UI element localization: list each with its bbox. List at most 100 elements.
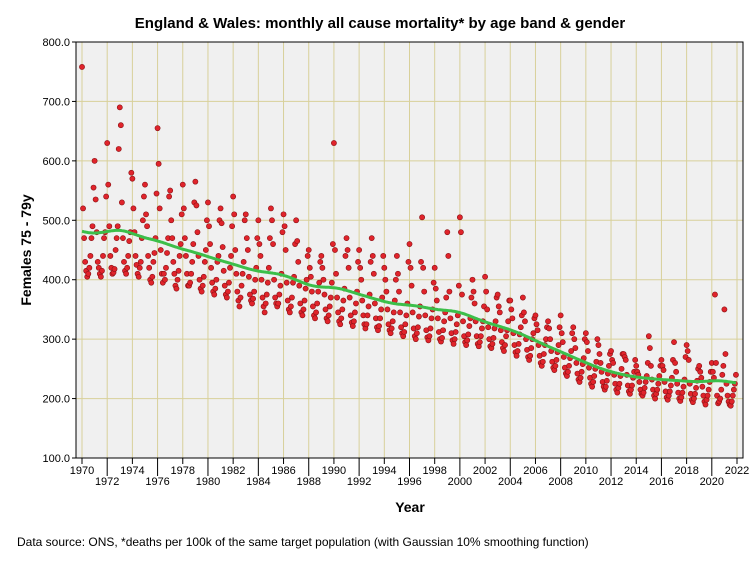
data-point (281, 223, 288, 230)
data-point (154, 125, 161, 132)
data-point (126, 238, 133, 244)
data-point (150, 258, 157, 265)
data-point (286, 309, 293, 316)
x-tick-label: 2006 (523, 465, 547, 477)
data-point (483, 288, 490, 295)
data-point (367, 258, 374, 265)
chart-title: England & Wales: monthly all cause morta… (135, 15, 626, 32)
data-point (270, 241, 276, 247)
data-point (709, 368, 716, 375)
data-point (559, 339, 566, 346)
y-tick-label: 300.0 (42, 334, 70, 346)
data-point (280, 211, 287, 218)
data-point (124, 264, 131, 271)
data-point (307, 273, 314, 280)
data-point (284, 297, 291, 304)
data-point (371, 300, 378, 307)
data-point (129, 175, 136, 182)
data-point (426, 333, 433, 340)
data-point (205, 199, 211, 206)
data-point (383, 288, 390, 295)
data-point (434, 315, 441, 322)
data-point (314, 300, 321, 307)
data-point (175, 267, 182, 274)
data-point (539, 358, 546, 365)
data-point (226, 279, 232, 286)
x-tick-label: 2012 (599, 476, 623, 488)
data-point (266, 235, 273, 242)
data-point (640, 389, 647, 396)
data-point (660, 367, 667, 373)
data-point (401, 329, 408, 335)
data-point (528, 345, 535, 351)
data-point (316, 279, 323, 286)
data-point (352, 309, 358, 316)
data-point (403, 312, 410, 319)
x-tick-label: 1974 (120, 465, 144, 477)
data-point (85, 270, 92, 277)
x-tick-label: 1984 (246, 476, 270, 488)
data-point (324, 318, 331, 325)
data-point (259, 294, 266, 301)
data-point (381, 264, 388, 271)
data-point (178, 211, 185, 218)
data-point (433, 297, 440, 304)
data-point (301, 297, 308, 304)
data-point (713, 360, 719, 366)
data-point (209, 279, 216, 286)
data-point (132, 253, 139, 259)
data-point (232, 247, 239, 253)
data-point (407, 264, 414, 271)
data-point (451, 336, 458, 343)
data-point (174, 276, 181, 283)
data-point (179, 181, 186, 188)
data-point (540, 351, 547, 357)
data-point (720, 362, 727, 369)
data-point (648, 362, 654, 369)
x-tick-label: 1996 (397, 476, 421, 488)
data-point (198, 288, 205, 295)
data-point (717, 395, 724, 402)
data-point (712, 291, 718, 298)
data-point (250, 295, 256, 302)
x-axis-ticks: 1970197219741976197819801982198419861988… (70, 458, 749, 488)
data-point (128, 169, 135, 176)
data-point (439, 335, 445, 341)
data-point (331, 140, 337, 146)
data-point (445, 253, 452, 259)
data-point (476, 339, 483, 346)
x-tick-label: 2008 (548, 476, 572, 488)
data-point (282, 247, 289, 253)
data-point (194, 229, 201, 236)
data-point (263, 291, 270, 298)
data-point (427, 325, 434, 332)
data-point (680, 383, 687, 390)
data-point (313, 309, 319, 316)
data-point (105, 181, 112, 188)
data-point (219, 244, 226, 250)
x-tick-label: 2000 (448, 476, 472, 488)
data-point (91, 157, 98, 164)
data-point (685, 357, 692, 363)
data-point (724, 392, 731, 399)
data-point (459, 291, 465, 298)
data-point (256, 241, 263, 247)
data-point (654, 386, 661, 393)
y-tick-label: 600.0 (42, 156, 70, 168)
data-point (217, 205, 224, 212)
data-point (223, 294, 230, 301)
data-point (370, 270, 377, 277)
y-axis-label: Females 75 - 79y (18, 194, 34, 306)
data-point (272, 294, 279, 301)
data-point (471, 300, 478, 307)
data-point (409, 309, 416, 316)
data-point (155, 160, 162, 167)
y-axis-ticks: 100.0 200.0 300.0 400.0 500.0 600.0 700.0 800.0 (42, 37, 76, 465)
data-point (297, 300, 304, 307)
data-point (590, 379, 597, 385)
data-point (508, 306, 515, 313)
data-point (255, 217, 262, 224)
data-point (136, 264, 143, 271)
data-point (484, 306, 491, 313)
data-point (414, 324, 421, 331)
